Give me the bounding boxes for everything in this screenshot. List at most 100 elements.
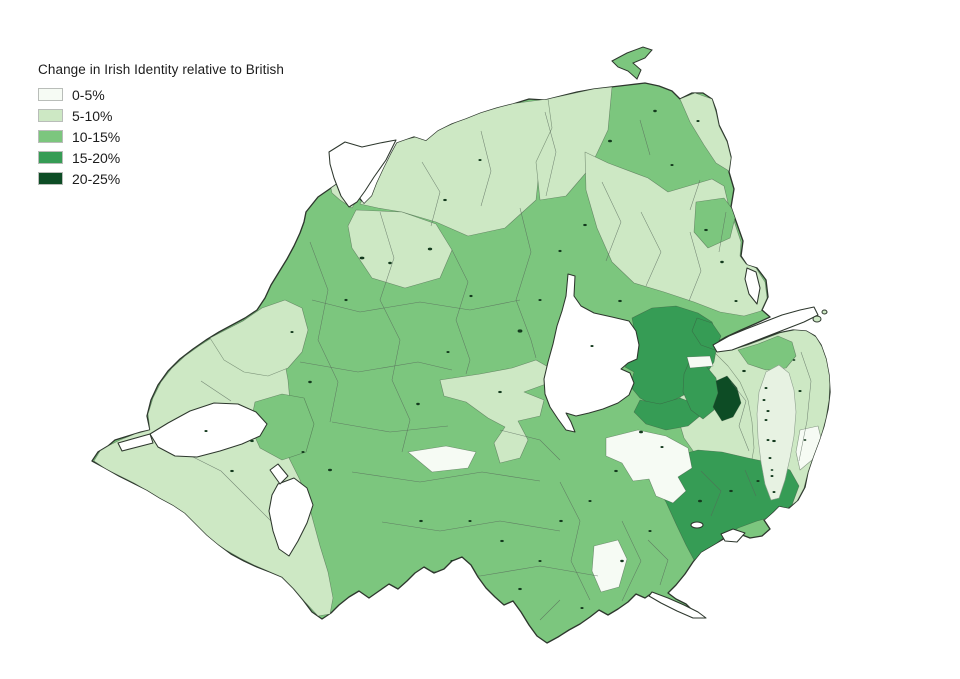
ward-boundary-25 bbox=[744, 469, 757, 497]
copeland-islet bbox=[821, 309, 828, 315]
ward-boundary-14 bbox=[544, 111, 557, 197]
upper-lough-erne bbox=[268, 477, 314, 557]
ward-boundary-2 bbox=[451, 249, 471, 375]
map-speck bbox=[770, 469, 774, 471]
map-speck bbox=[704, 228, 708, 232]
region-north-coast-east bbox=[535, 86, 613, 201]
ward-layer bbox=[93, 86, 830, 621]
map-speck bbox=[653, 109, 657, 113]
larne-lough bbox=[744, 267, 761, 305]
ward-boundary-1 bbox=[379, 211, 411, 453]
region-craigavon bbox=[633, 397, 701, 431]
legend-swatch-0 bbox=[38, 88, 63, 101]
map-speck bbox=[359, 256, 365, 260]
map-speck bbox=[538, 299, 542, 301]
map-speck bbox=[770, 475, 774, 477]
lower-lough-erne bbox=[149, 402, 268, 458]
region-moy bbox=[407, 445, 477, 473]
map-speck bbox=[419, 519, 423, 523]
map-speck bbox=[618, 299, 622, 303]
rathlin-island bbox=[611, 46, 653, 80]
map-speck bbox=[766, 439, 770, 441]
map-speck bbox=[772, 439, 776, 443]
strangford-lough bbox=[756, 364, 797, 501]
ward-boundary-3 bbox=[515, 207, 537, 359]
map-speck bbox=[792, 359, 796, 361]
map-speck bbox=[638, 604, 642, 608]
legend-rows: 0-5% 5-10% 10-15% 15-20% 20-25% bbox=[38, 84, 284, 189]
map-speck bbox=[344, 298, 348, 302]
map-speck bbox=[500, 539, 504, 543]
map-speck bbox=[443, 198, 447, 202]
ward-boundary-22 bbox=[180, 450, 282, 532]
map-speck bbox=[469, 294, 473, 298]
legend-label: 5-10% bbox=[72, 107, 113, 124]
ward-boundary-6 bbox=[331, 421, 449, 433]
region-west-belfast-outer bbox=[682, 359, 720, 420]
map-speck bbox=[639, 430, 643, 434]
ward-boundary-7 bbox=[351, 471, 541, 483]
legend-item: 0-5% bbox=[38, 84, 284, 105]
map-speck bbox=[416, 402, 420, 406]
region-castlederg bbox=[209, 299, 309, 377]
upper-lough-erne-branch bbox=[269, 463, 289, 485]
belfast-lough bbox=[712, 306, 819, 353]
lough-neagh bbox=[543, 273, 640, 433]
map-speck bbox=[478, 159, 482, 161]
map-speck bbox=[250, 439, 254, 443]
map-speck bbox=[308, 380, 312, 384]
map-speck bbox=[290, 331, 294, 333]
map-speck bbox=[588, 500, 592, 502]
dundrum-bay bbox=[720, 528, 746, 543]
map-speck bbox=[518, 587, 522, 591]
legend-item: 20-25% bbox=[38, 168, 284, 189]
map-speck bbox=[446, 351, 450, 353]
map-speck bbox=[538, 560, 542, 562]
legend-label: 0-5% bbox=[72, 86, 105, 103]
ward-boundary-21 bbox=[798, 351, 812, 462]
map-speck bbox=[427, 247, 433, 251]
ward-boundary-8 bbox=[381, 520, 561, 532]
map-speck bbox=[798, 390, 802, 392]
map-speck bbox=[742, 369, 746, 373]
map-speck bbox=[328, 468, 332, 472]
ward-boundary-27 bbox=[647, 539, 669, 586]
map-speck bbox=[670, 164, 674, 166]
legend-title: Change in Irish Identity relative to Bri… bbox=[38, 62, 285, 77]
map-speck bbox=[698, 499, 702, 503]
lower-lough-erne-west-arm bbox=[117, 433, 154, 452]
legend-label: 15-20% bbox=[72, 149, 121, 166]
map-speck bbox=[764, 387, 768, 389]
carlingford-lough bbox=[648, 591, 707, 619]
region-newtownards bbox=[737, 335, 797, 371]
ward-boundary-0 bbox=[309, 241, 339, 423]
region-coalisland bbox=[439, 359, 551, 464]
map-speck bbox=[590, 345, 594, 347]
ward-boundary-28 bbox=[639, 119, 651, 156]
castlewellan-lake bbox=[690, 521, 704, 529]
map-speck bbox=[772, 491, 776, 493]
legend-label: 10-15% bbox=[72, 128, 121, 145]
legend-label: 20-25% bbox=[72, 170, 121, 187]
ward-boundary-30 bbox=[539, 599, 561, 621]
map-speck bbox=[559, 519, 563, 523]
region-northeast-tip bbox=[679, 92, 732, 172]
ward-boundary-5 bbox=[299, 361, 453, 373]
map-speck bbox=[803, 439, 807, 441]
region-ards-inner-shore bbox=[795, 425, 823, 471]
lough-foyle bbox=[328, 139, 397, 208]
map-speck bbox=[517, 329, 523, 333]
map-speck bbox=[766, 410, 770, 412]
region-mid-antrim bbox=[584, 151, 768, 317]
map-speck bbox=[764, 419, 768, 421]
map-speck bbox=[729, 489, 733, 493]
ward-boundary-29 bbox=[689, 179, 701, 211]
ward-boundary-24 bbox=[700, 470, 722, 517]
region-west-belfast-core bbox=[712, 375, 742, 422]
ward-boundary-17 bbox=[688, 231, 702, 302]
ward-boundary-16 bbox=[640, 211, 662, 287]
ward-boundary-18 bbox=[718, 211, 727, 253]
ward-boundary-26 bbox=[499, 429, 561, 461]
map-speck bbox=[301, 451, 305, 453]
